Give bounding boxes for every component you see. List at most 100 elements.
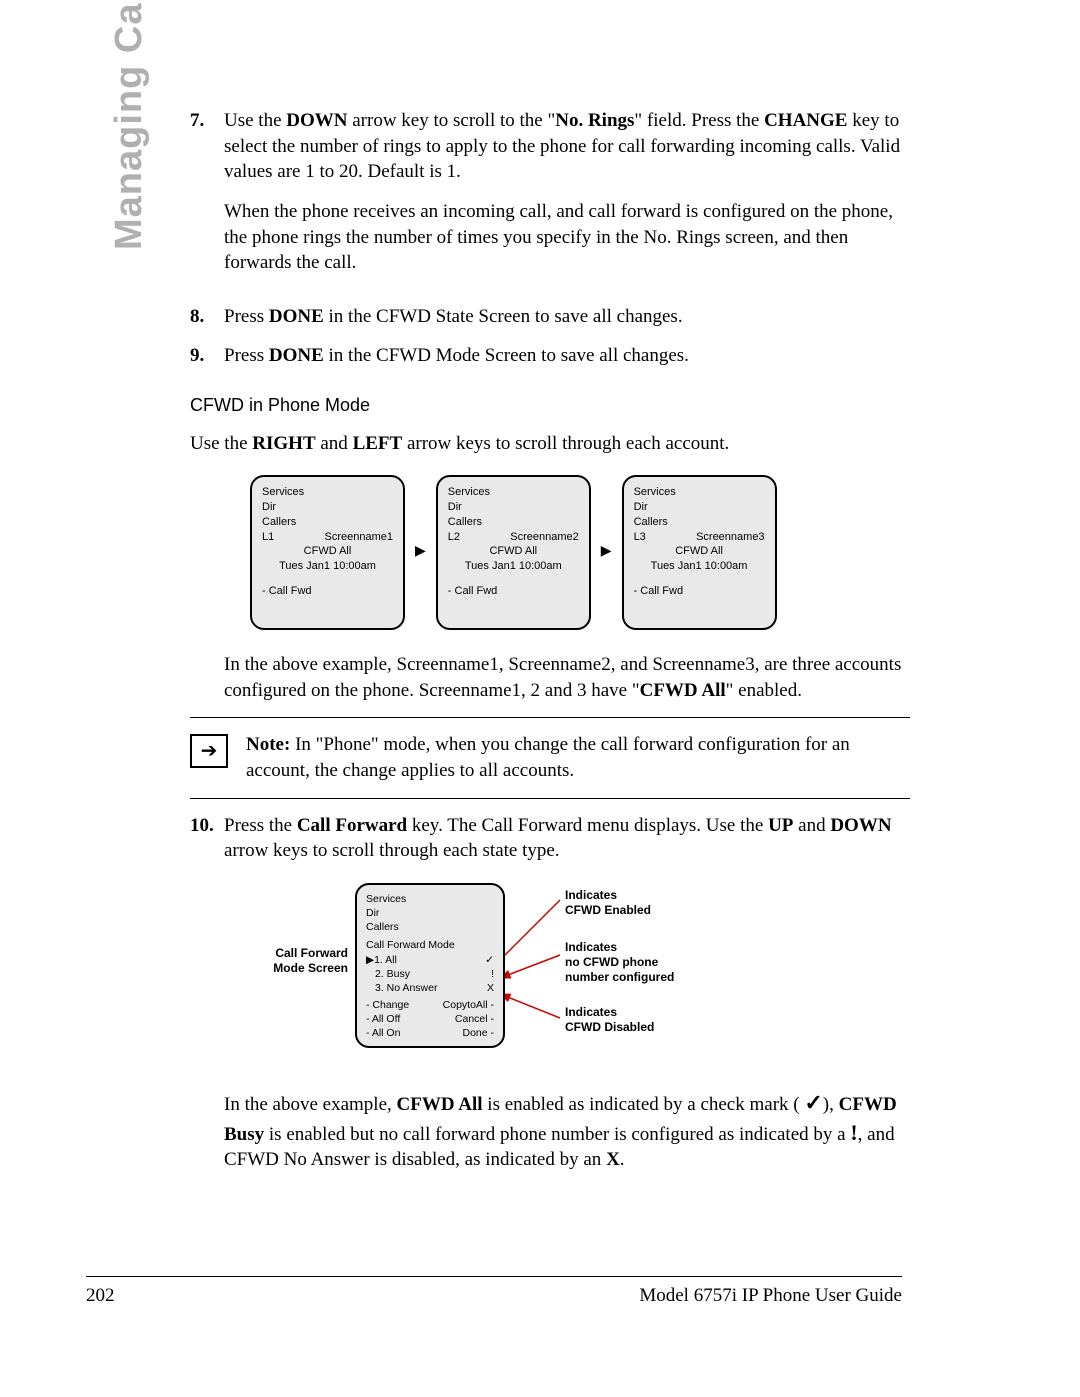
- phone-screen-1: Services Dir Callers L1Screenname1 CFWD …: [250, 475, 405, 630]
- text: arrow key to scroll to the ": [348, 110, 556, 131]
- label-line: Indicates: [565, 940, 674, 955]
- divider: [190, 798, 910, 799]
- text: is enabled but no call forward phone num…: [264, 1124, 850, 1145]
- step-10: 10. Press the Call Forward key. The Call…: [190, 813, 910, 864]
- screen-line: Done -: [462, 1026, 494, 1040]
- screen-line: CFWD All: [634, 544, 765, 559]
- label-line: CFWD Disabled: [565, 1020, 654, 1035]
- text-bold: RIGHT: [252, 433, 315, 454]
- label-no-cfwd-number: Indicates no CFWD phone number configure…: [565, 940, 674, 985]
- text: In the above example,: [224, 1094, 397, 1115]
- text: " enabled.: [726, 680, 802, 701]
- screen-line: L1: [262, 530, 274, 545]
- screen-line: 2. Busy: [366, 967, 410, 981]
- step-7: 7. Use the DOWN arrow key to scroll to t…: [190, 108, 910, 290]
- text: arrow keys to scroll through each accoun…: [402, 433, 729, 454]
- text-bold: CFWD All: [397, 1094, 483, 1115]
- text-bold: DONE: [269, 345, 324, 366]
- screen-line: - Call Fwd: [634, 584, 765, 599]
- subheading-cfwd-phone-mode: CFWD in Phone Mode: [190, 393, 910, 417]
- text-bold: X: [606, 1149, 620, 1170]
- label-line: Indicates: [565, 1005, 654, 1020]
- warning-icon: !: [491, 967, 494, 981]
- screen-line: Services: [262, 485, 393, 500]
- screen-line: L3: [634, 530, 646, 545]
- text: When the phone receives an incoming call…: [224, 199, 910, 276]
- text: Use the: [190, 433, 252, 454]
- check-icon: ✓: [485, 953, 494, 967]
- text: in the CFWD State Screen to save all cha…: [324, 306, 683, 327]
- text-bold: Call Forward: [297, 815, 407, 836]
- screen-line: L2: [448, 530, 460, 545]
- phone-screen-2: Services Dir Callers L2 Screenname2 CFWD …: [436, 475, 591, 630]
- screen-line: CopytoAll -: [443, 998, 494, 1012]
- text: " field. Press the: [634, 110, 764, 131]
- step-8: 8. Press DONE in the CFWD State Screen t…: [190, 304, 910, 330]
- screen-line: Screenname2: [510, 530, 579, 545]
- screen-line: Services: [448, 485, 579, 500]
- screen-line: ▶1. All: [366, 953, 397, 967]
- screen-line: Dir: [262, 500, 393, 515]
- arrow-right-icon: ▶: [415, 543, 426, 562]
- page-number: 202: [86, 1285, 115, 1307]
- note-text: In "Phone" mode, when you change the cal…: [246, 734, 850, 781]
- screen-line: Callers: [262, 515, 393, 530]
- mode-diagram: Call Forward Mode Screen Services Dir Ca…: [190, 878, 910, 1068]
- screen-line: Cancel -: [455, 1012, 494, 1026]
- text: ),: [823, 1094, 839, 1115]
- phone-screens-row: Services Dir Callers L1Screenname1 CFWD …: [250, 475, 910, 630]
- phone-mode-screen: Services Dir Callers Call Forward Mode ▶…: [355, 883, 505, 1048]
- screen-line: Callers: [634, 515, 765, 530]
- divider: [86, 1276, 902, 1277]
- step-number: 9.: [190, 343, 224, 369]
- screen-line: - Call Fwd: [262, 584, 393, 599]
- screen-line: - Call Fwd: [448, 584, 579, 599]
- warning-icon: !: [850, 1120, 857, 1145]
- check-icon: ✓: [804, 1090, 822, 1115]
- screen-line: Dir: [366, 906, 494, 920]
- section-heading-side: Managing Calls: [108, 0, 151, 250]
- text-bold: DOWN: [830, 815, 891, 836]
- label-line: no CFWD phone: [565, 955, 674, 970]
- text-bold: DONE: [269, 306, 324, 327]
- note-block: ➔ Note: In "Phone" mode, when you change…: [190, 732, 910, 783]
- screen-line: Callers: [366, 920, 494, 934]
- screen-line: CFWD All: [448, 544, 579, 559]
- main-content: 7. Use the DOWN arrow key to scroll to t…: [190, 108, 910, 1187]
- screen-line: Dir: [448, 500, 579, 515]
- label-cfwd-disabled: Indicates CFWD Disabled: [565, 1005, 654, 1035]
- text-bold: CHANGE: [764, 110, 847, 131]
- label-line: Mode Screen: [238, 961, 348, 976]
- screen-line: Screenname3: [696, 530, 765, 545]
- text-bold: DOWN: [286, 110, 347, 131]
- screen-line: Call Forward Mode: [366, 938, 494, 952]
- screen-line: - All On: [366, 1026, 400, 1040]
- label-line: Call Forward: [238, 946, 348, 961]
- text: and: [316, 433, 353, 454]
- footer-title: Model 6757i IP Phone User Guide: [639, 1285, 902, 1307]
- text: Press: [224, 306, 269, 327]
- label-line: Indicates: [565, 888, 651, 903]
- text-bold: CFWD All: [640, 680, 726, 701]
- screen-line: Services: [366, 892, 494, 906]
- text: Press: [224, 345, 269, 366]
- text-bold: LEFT: [353, 433, 403, 454]
- x-icon: X: [487, 981, 494, 995]
- screen-line: Callers: [448, 515, 579, 530]
- note-label: Note:: [246, 734, 290, 755]
- text-bold: UP: [768, 815, 793, 836]
- step-number: 8.: [190, 304, 224, 330]
- screen-line: - All Off: [366, 1012, 400, 1026]
- screen-line: Tues Jan1 10:00am: [262, 559, 393, 574]
- step-9: 9. Press DONE in the CFWD Mode Screen to…: [190, 343, 910, 369]
- note-arrow-icon: ➔: [190, 734, 228, 768]
- step-number: 7.: [190, 108, 224, 290]
- text: Press the: [224, 815, 297, 836]
- text: Use the: [224, 110, 286, 131]
- text: is enabled as indicated by a check mark …: [483, 1094, 805, 1115]
- label-line: number configured: [565, 970, 674, 985]
- text: arrow keys to scroll through each state …: [224, 840, 560, 861]
- text-bold: No. Rings: [555, 110, 634, 131]
- text: key. The Call Forward menu displays. Use…: [407, 815, 768, 836]
- screen-line: 3. No Answer: [366, 981, 437, 995]
